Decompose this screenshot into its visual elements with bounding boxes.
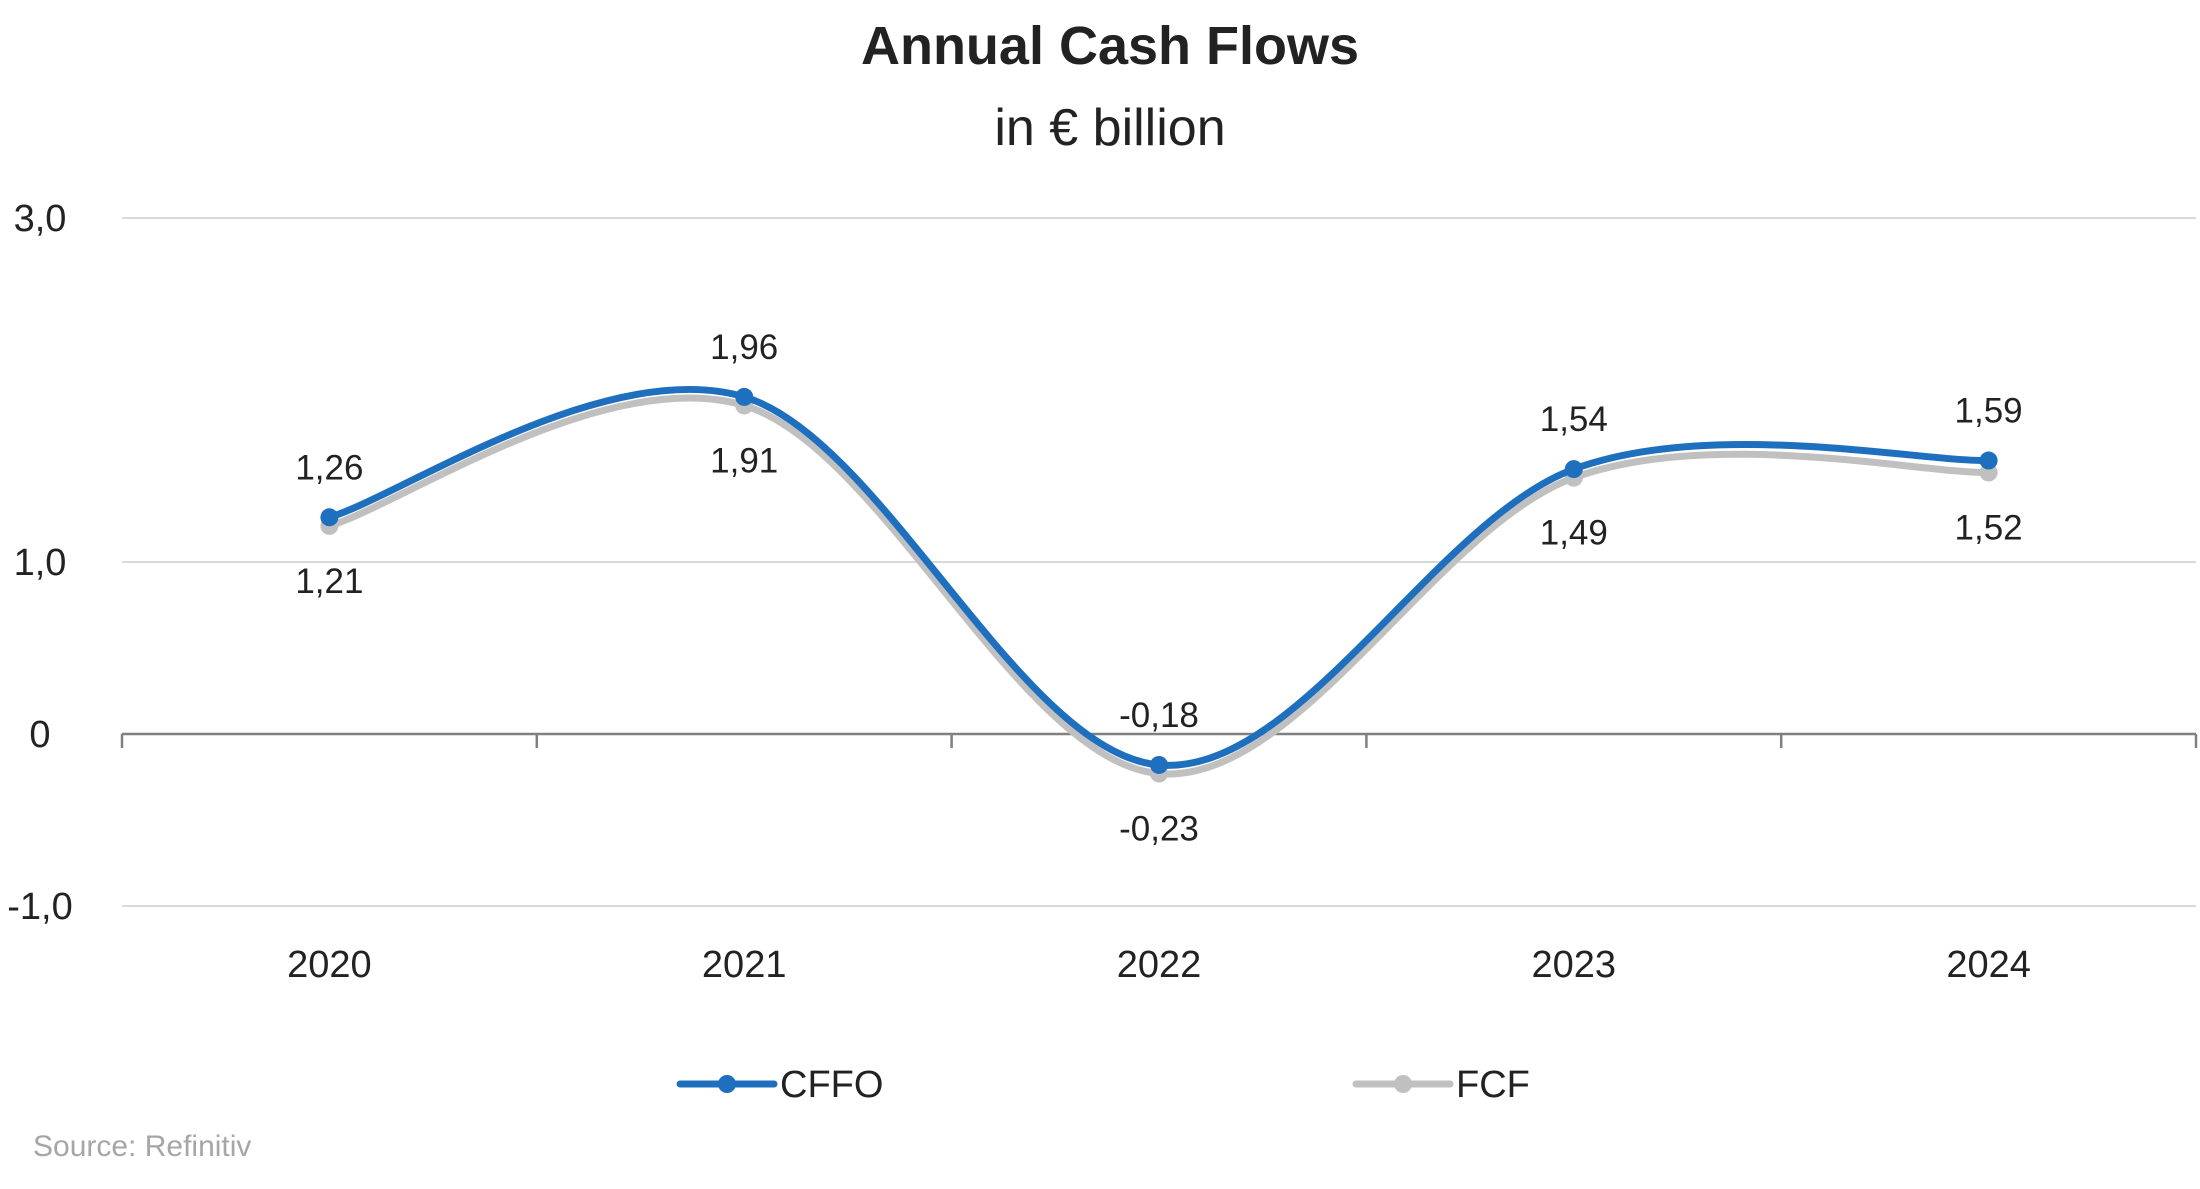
data-label-fcf: 1,21 bbox=[295, 562, 363, 601]
data-label-fcf: -0,23 bbox=[1119, 810, 1199, 849]
legend: CFFO FCF bbox=[676, 1064, 1530, 1106]
data-point-cffo bbox=[735, 387, 754, 406]
x-tick-label: 2024 bbox=[1946, 944, 2031, 986]
source-note: Source: Refinitiv bbox=[33, 1130, 251, 1163]
data-label-cffo: 1,26 bbox=[295, 448, 363, 487]
data-label-cffo: 1,59 bbox=[1955, 392, 2023, 431]
x-tick-label: 2023 bbox=[1532, 944, 1617, 986]
legend-label-fcf: FCF bbox=[1456, 1064, 1530, 1106]
data-labels: 1,26 1,96 -0,18 1,54 1,59 1,21 1,91 -0,23 1,49 1,… bbox=[295, 328, 2022, 849]
legend-label-cffo: CFFO bbox=[780, 1064, 883, 1106]
data-point-cffo bbox=[1979, 451, 1998, 470]
y-tick-label: -1,0 bbox=[7, 886, 72, 928]
data-label-fcf: 1,91 bbox=[710, 441, 778, 480]
y-tick-label: 1,0 bbox=[14, 542, 67, 584]
chart-title: Annual Cash Flows bbox=[861, 16, 1359, 76]
x-tick-label: 2020 bbox=[287, 944, 372, 986]
chart-subtitle: in € billion bbox=[994, 99, 1225, 157]
data-point-cffo bbox=[1150, 755, 1168, 774]
x-tick-label: 2022 bbox=[1117, 944, 1202, 986]
data-point-cffo bbox=[1564, 460, 1583, 479]
legend-marker-cffo bbox=[718, 1075, 736, 1093]
x-axis-tick-labels: 2020 2021 2022 2023 2024 bbox=[287, 944, 2031, 986]
y-axis-tick-labels: 3,0 1,0 0 -1,0 bbox=[7, 198, 72, 928]
data-label-fcf: 1,52 bbox=[1955, 509, 2023, 548]
data-label-fcf: 1,49 bbox=[1540, 514, 1608, 553]
data-point-cffo bbox=[320, 508, 339, 527]
y-tick-label: 3,0 bbox=[14, 198, 67, 240]
x-tick-label: 2021 bbox=[702, 944, 787, 986]
x-axis bbox=[120, 732, 2198, 748]
data-label-cffo: 1,54 bbox=[1540, 400, 1608, 439]
data-label-cffo: 1,96 bbox=[710, 328, 778, 367]
series-lines bbox=[320, 385, 1998, 783]
gridlines bbox=[122, 217, 2196, 907]
data-label-cffo: -0,18 bbox=[1119, 696, 1199, 735]
legend-marker-fcf bbox=[1394, 1075, 1412, 1093]
y-tick-label: 0 bbox=[29, 714, 50, 756]
